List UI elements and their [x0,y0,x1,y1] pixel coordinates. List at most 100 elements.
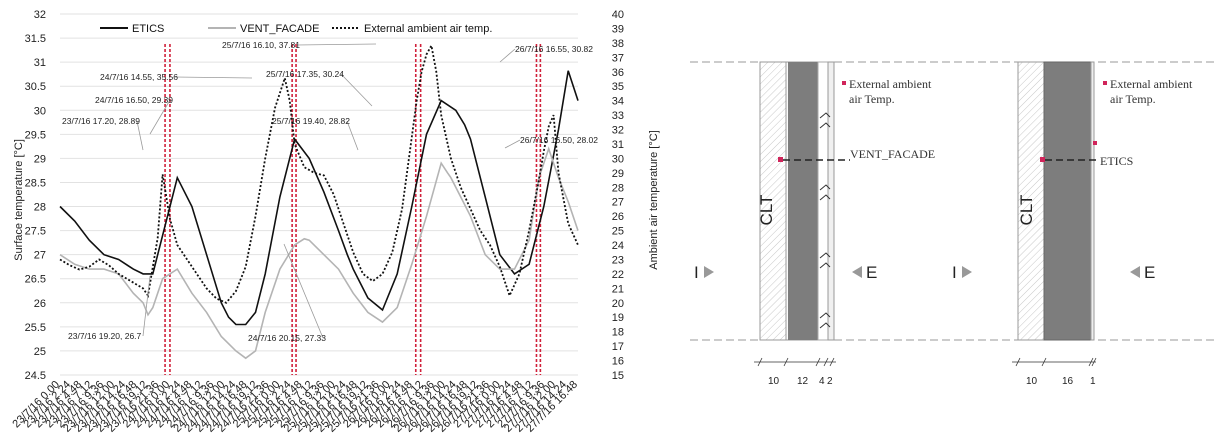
air-temp-label-right-line1: External ambient [1110,77,1193,91]
dim-cavity: 4 [819,376,825,387]
outside-arrow-icon-right [1130,266,1140,278]
y-tick-label: 25 [34,346,46,358]
y-tick-label: 32 [34,9,46,21]
annotation-label: 26/7/16 16.50, 28.02 [520,135,598,145]
insulation-layer-right [1043,61,1092,341]
y2-tick-label: 20 [612,298,624,310]
annotation-label: 23/7/16 17.20, 28.89 [62,116,140,126]
y-tick-label: 31.5 [25,33,46,45]
outside-label: E [866,263,877,282]
y-tick-label: 24.5 [25,370,46,382]
insulation-layer-left [788,62,818,340]
y2-tick-label: 19 [612,312,624,324]
annotation-leader [346,120,359,151]
y2-tick-label: 15 [612,370,624,382]
cladding-panel [827,61,835,341]
y-tick-label: 28.5 [25,177,46,189]
cladding-brackets [819,112,831,329]
air-temp-label-right-line2: air Temp. [1110,92,1156,106]
legend-label: External ambient air temp. [364,23,492,35]
annotation-label: 26/7/16 16.55, 30.82 [515,44,593,54]
facade-section-diagram: VENT_FACADE External ambient air Temp. C… [690,61,1218,387]
annotation-label: 25/7/16 17.35, 30.24 [266,69,344,79]
dim-clt: 10 [768,376,780,387]
air-temp-label-line1: External ambient [849,77,932,91]
y2-tick-label: 23 [612,254,624,266]
y-tick-label: 29 [34,153,46,165]
chart-series [59,42,579,360]
y-tick-label: 26.5 [25,274,46,286]
y-tick-label: 26 [34,298,46,310]
y2-tick-label: 30 [612,153,624,165]
annotation-label: 24/7/16 16.50, 29.39 [95,95,173,105]
clt-label-right: CLT [1017,195,1036,226]
y2-tick-label: 37 [612,52,624,64]
inside-label-right: I [952,263,957,282]
annotation-leader [504,139,521,149]
clt-layer [759,61,787,341]
dim-insulation: 12 [797,376,809,387]
surface-sensor-marker [778,157,783,162]
annotation-leader [283,243,324,339]
annotation-label: 25/7/16 19.40, 28.82 [272,116,350,126]
annotation-leader [499,48,516,63]
surface-sensor-marker-right [1040,157,1045,162]
y2-tick-label: 39 [612,23,624,35]
dim-cladding: 2 [827,376,833,387]
legend-label: VENT_FACADE [240,23,319,35]
dimension-line-left [754,357,836,367]
annotation-leader [296,43,377,46]
legend-label: ETICS [132,23,164,35]
dim-render-right: 1 [1090,376,1096,387]
y-tick-label: 30 [34,105,46,117]
outside-label-right: E [1144,263,1155,282]
y-tick-label: 30.5 [25,81,46,93]
dim-clt-right: 10 [1026,376,1038,387]
inside-label: I [694,263,699,282]
vent-facade-section: VENT_FACADE External ambient air Temp. C… [694,61,935,387]
temperature-chart: 24.5 25 25.5 26 26.5 27 27.5 28 28.5 29 29.5 30 30.5… [10,9,660,435]
chart-peak-markers [164,44,542,375]
dimension-line-right [1012,357,1097,367]
y-axis-label: Surface temperature [°C] [13,139,25,261]
air-sensor-marker-right [1103,81,1107,85]
surface-sensor-marker-small [1093,141,1097,145]
inside-arrow-icon [704,266,714,278]
annotation-leader [174,76,253,79]
render-layer [1090,61,1095,341]
series-line-etics [59,70,579,326]
y-tick-label: 25.5 [25,322,46,334]
chart-gridlines [60,13,578,376]
y-tick-label: 27.5 [25,226,46,238]
annotation-leader [142,275,151,337]
annotation-label: 24/7/16 20.15, 27.33 [248,333,326,343]
y2-tick-label: 38 [612,38,624,50]
inside-arrow-icon-right [962,266,972,278]
annotation-leader [149,99,171,135]
y-tick-label: 28 [34,202,46,214]
chart-annotations: 23/7/16 17.20, 28.89 24/7/16 16.50, 29.39… [62,40,598,343]
y2-tick-label: 31 [612,139,624,151]
etics-section: ETICS External ambient air Temp. CLT I E… [952,61,1193,387]
annotation-leader [340,73,373,107]
y2-tick-label: 40 [612,9,624,21]
y-tick-label: 29.5 [25,129,46,141]
dim-insulation-right: 16 [1062,376,1074,387]
annotation-label: 23/7/16 19.20, 26.7 [68,331,142,341]
y2-tick-label: 17 [612,341,624,353]
chart-axes: 24.5 25 25.5 26 26.5 27 27.5 28 28.5 29 29.5 30 30.5… [10,9,624,435]
annotation-label: 24/7/16 14.55, 35.56 [100,72,178,82]
y2-tick-label: 29 [612,168,624,180]
vent-facade-label: VENT_FACADE [850,147,935,161]
chart-legend: ETICS VENT_FACADE External ambient air tem… [100,23,492,35]
air-cavity [817,61,829,341]
y2-tick-label: 28 [612,182,624,194]
y-tick-label: 27 [34,250,46,262]
y-tick-label: 31 [34,57,46,69]
y2-tick-label: 21 [612,283,624,295]
series-line-vent-facade [59,146,579,360]
y2-tick-label: 36 [612,67,624,79]
y2-tick-label: 24 [612,240,624,252]
outside-arrow-icon [852,266,862,278]
y2-tick-label: 27 [612,197,624,209]
